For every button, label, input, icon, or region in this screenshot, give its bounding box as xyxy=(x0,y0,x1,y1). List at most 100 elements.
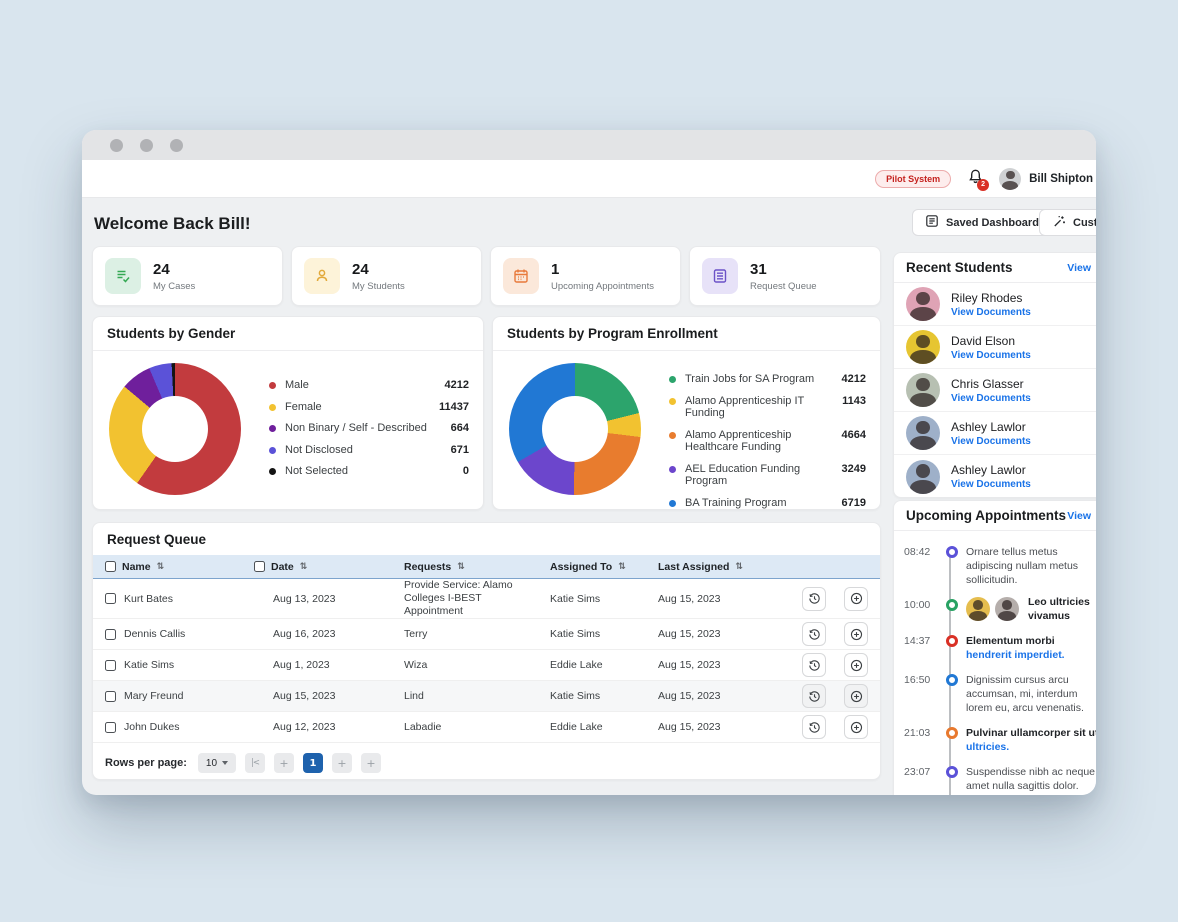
current-page-button[interactable]: 1 xyxy=(303,753,324,773)
list-check-icon xyxy=(105,258,141,294)
stat-label: My Cases xyxy=(153,280,196,292)
prev-page-button[interactable]: + xyxy=(274,753,295,773)
legend-item: Not Disclosed 671 xyxy=(269,444,469,457)
stat-card-my-cases[interactable]: 24 My Cases xyxy=(92,246,283,306)
stat-value: 24 xyxy=(352,260,369,278)
view-documents-link[interactable]: View Documents xyxy=(951,349,1031,361)
pagination: Rows per page: 10 |< + 1 + + xyxy=(93,743,880,773)
add-button[interactable] xyxy=(844,586,868,611)
view-all-link[interactable]: View xyxy=(1067,509,1091,522)
column-header-date[interactable]: Date ⇅ xyxy=(254,561,404,573)
appointment-link[interactable]: hendrerit imperdiet. xyxy=(966,649,1065,661)
add-button[interactable] xyxy=(844,653,868,677)
row-checkbox[interactable] xyxy=(105,721,116,733)
row-checkbox[interactable] xyxy=(105,593,116,604)
student-list-item: Ashley Lawlor View Documents xyxy=(894,412,1096,455)
view-documents-link[interactable]: View Documents xyxy=(951,435,1031,447)
view-documents-link[interactable]: View Documents xyxy=(951,306,1031,318)
first-page-button[interactable]: |< xyxy=(245,753,266,773)
sort-icon[interactable]: ⇅ xyxy=(618,561,626,572)
column-header-last-assigned[interactable]: Last Assigned ⇅ xyxy=(658,560,743,573)
view-all-link[interactable]: View xyxy=(1067,261,1091,274)
column-header-name[interactable]: Name ⇅ xyxy=(105,561,254,573)
appointment-item: 23:07 Suspendisse nibh ac neque amet nul… xyxy=(904,766,1096,795)
row-checkbox[interactable] xyxy=(105,659,116,671)
window-control-dot[interactable] xyxy=(170,138,183,152)
legend-item: Alamo Apprenticeship Healthcare Funding … xyxy=(669,429,866,454)
row-checkbox[interactable] xyxy=(105,690,116,702)
history-button[interactable] xyxy=(802,586,826,611)
request-queue-card: Request Queue Name ⇅ Date ⇅ Requests ⇅ xyxy=(92,522,881,780)
legend-item: Train Jobs for SA Program 4212 xyxy=(669,373,866,386)
table-row: Mary Freund Aug 15, 2023 Lind Katie Sims… xyxy=(93,681,880,712)
legend-item: Male 4212 xyxy=(269,379,469,392)
panel-title: Upcoming Appointments xyxy=(906,508,1066,523)
history-button[interactable] xyxy=(802,622,826,646)
table-row: Dennis Callis Aug 16, 2023 Terry Katie S… xyxy=(93,619,880,650)
add-button[interactable] xyxy=(844,622,868,646)
stat-value: 24 xyxy=(153,260,170,278)
upcoming-appointments-panel: Upcoming Appointments View 08:42 Ornare … xyxy=(893,500,1096,795)
stat-card-upcoming-appointments[interactable]: 1 Upcoming Appointments xyxy=(490,246,681,306)
page-size-select[interactable]: 10 xyxy=(197,753,237,773)
chart-title: Students by Gender xyxy=(107,326,236,341)
last-page-button[interactable]: + xyxy=(361,753,382,773)
row-checkbox[interactable] xyxy=(105,628,116,640)
legend-dot xyxy=(669,397,676,405)
saved-dashboards-button[interactable]: Saved Dashboards xyxy=(912,209,1059,236)
stat-label: Upcoming Appointments xyxy=(551,280,654,292)
stat-label: Request Queue xyxy=(750,280,817,292)
bell-icon xyxy=(967,168,984,190)
user-name: Bill Shipton xyxy=(1029,172,1093,185)
legend-dot xyxy=(269,468,276,475)
history-button[interactable] xyxy=(802,715,826,739)
customize-button[interactable]: Customize xyxy=(1039,209,1096,236)
select-all-date-checkbox[interactable] xyxy=(254,561,265,572)
legend-dot xyxy=(669,431,676,439)
window-control-dot[interactable] xyxy=(140,138,153,152)
appointment-item: 14:37 Elementum morbi hendrerit imperdie… xyxy=(904,635,1065,661)
page-title: Welcome Back Bill! xyxy=(94,214,251,233)
view-documents-link[interactable]: View Documents xyxy=(951,479,1031,490)
sort-icon[interactable]: ⇅ xyxy=(735,561,743,572)
notifications-button[interactable]: 2 xyxy=(965,168,990,191)
calendar-icon xyxy=(503,258,539,294)
dashboard-content: Welcome Back Bill! Saved Dashboards Cust… xyxy=(82,198,1096,795)
add-button[interactable] xyxy=(844,684,868,708)
student-list-item: Riley Rhodes View Documents xyxy=(894,283,1096,326)
stat-card-my-students[interactable]: 24 My Students xyxy=(291,246,482,306)
history-button[interactable] xyxy=(802,653,826,677)
legend-dot xyxy=(269,403,276,411)
window-control-dot[interactable] xyxy=(110,138,123,152)
add-button[interactable] xyxy=(844,715,868,739)
person-icon xyxy=(304,258,340,294)
chevron-down-icon xyxy=(222,761,229,765)
sort-icon[interactable]: ⇅ xyxy=(299,561,308,572)
user-avatar xyxy=(999,167,1022,190)
legend-dot xyxy=(669,499,676,507)
view-documents-link[interactable]: View Documents xyxy=(951,392,1031,404)
column-header-requests[interactable]: Requests ⇅ xyxy=(404,560,465,573)
stat-card-request-queue[interactable]: 31 Request Queue xyxy=(689,246,881,306)
history-button[interactable] xyxy=(802,684,826,708)
magic-wand-icon xyxy=(1052,214,1066,231)
legend-item: Not Selected 0 xyxy=(269,465,469,478)
legend-item: BA Training Program 6719 xyxy=(669,497,866,510)
timeline-marker-icon xyxy=(946,546,958,558)
legend-item: Non Binary / Self - Described 664 xyxy=(269,422,469,435)
sort-icon[interactable]: ⇅ xyxy=(156,561,165,572)
timeline-marker-icon xyxy=(946,766,958,778)
column-header-assigned-to[interactable]: Assigned To ⇅ xyxy=(550,560,626,573)
attendee-avatar xyxy=(995,597,1019,621)
select-all-checkbox[interactable] xyxy=(105,561,116,572)
student-avatar xyxy=(906,459,940,494)
legend-dot xyxy=(269,425,276,432)
sort-icon[interactable]: ⇅ xyxy=(457,561,465,572)
attendee-avatar xyxy=(966,597,990,621)
user-menu[interactable]: Bill Shipton xyxy=(999,167,1093,190)
table-row: Katie Sims Aug 1, 2023 Wiza Eddie Lake A… xyxy=(93,650,880,681)
next-page-button[interactable]: + xyxy=(332,753,353,773)
appointment-link[interactable]: ultricies. xyxy=(966,741,1010,753)
gender-legend: Male 4212 Female 11437 Non Binary / Self… xyxy=(269,379,469,478)
timeline-marker-icon xyxy=(946,727,958,739)
